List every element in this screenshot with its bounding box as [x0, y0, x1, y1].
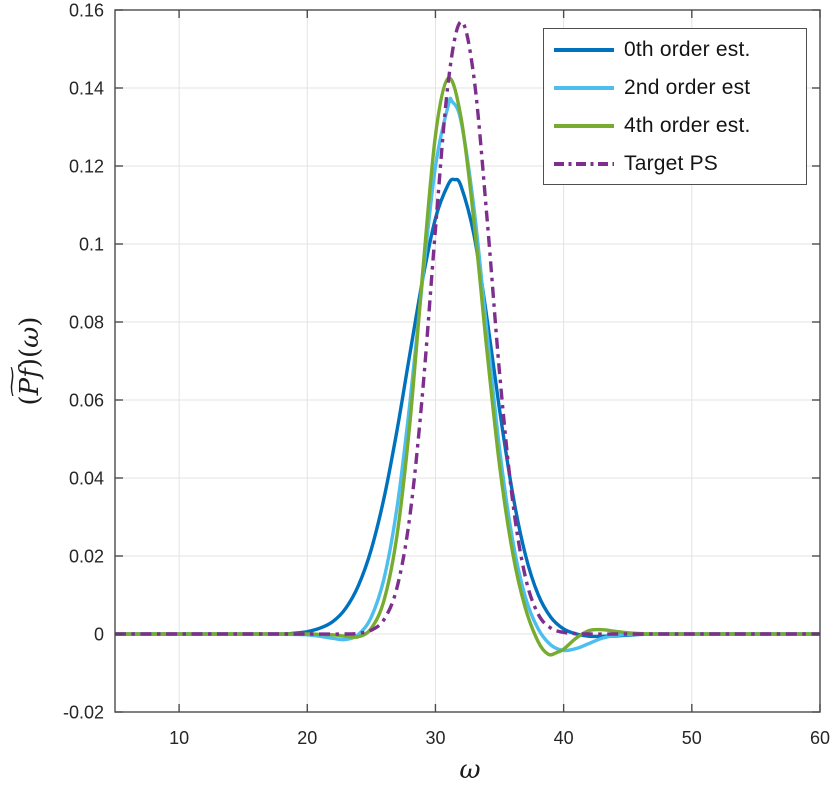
y-tick-label: 0.08 [69, 313, 104, 333]
legend: 0th order est. 2nd order est 4th order e… [543, 28, 807, 185]
x-tick-label: 20 [297, 728, 317, 748]
series-curve-2 [115, 76, 820, 657]
legend-line-sample [554, 86, 614, 90]
legend-line-sample [554, 48, 614, 52]
x-tick-label: 30 [425, 728, 445, 748]
y-tick-label: 0.12 [69, 157, 104, 177]
widetilde: ∼ [2, 362, 23, 402]
y-tick-label: 0.04 [69, 469, 104, 489]
legend-line-sample [554, 124, 614, 128]
x-tick-label: 10 [169, 728, 189, 748]
y-tick-label: 0.1 [79, 235, 104, 255]
y-tick-label: 0 [94, 625, 104, 645]
legend-label: Target PS [624, 152, 719, 175]
legend-item-target-ps: Target PS [544, 145, 806, 183]
y-axis-label: (∼ Pf)(ω) [3, 316, 46, 406]
y-tick-label: 0.14 [69, 79, 104, 99]
legend-item-4th-order: 4th order est. [544, 107, 806, 145]
y-label-end-paren: ) [15, 316, 45, 327]
y-label-pf: ∼ Pf [3, 362, 46, 401]
legend-label: 4th order est. [624, 114, 751, 137]
legend-label: 2nd order est [624, 76, 751, 99]
y-tick-label: -0.02 [63, 703, 104, 723]
x-tick-label: 60 [810, 728, 830, 748]
x-axis-label: ω [459, 755, 481, 785]
y-tick-label: 0.06 [69, 391, 104, 411]
series-curve-0 [115, 177, 820, 639]
legend-item-0th-order: 0th order est. [544, 31, 806, 69]
y-tick-label: 0.16 [69, 1, 104, 21]
y-tick-label: 0.02 [69, 547, 104, 567]
legend-line-sample [554, 162, 614, 166]
x-tick-label: 50 [682, 728, 702, 748]
y-label-omega: ω [15, 326, 45, 348]
legend-label: 0th order est. [624, 38, 751, 61]
legend-item-2nd-order: 2nd order est [544, 69, 806, 107]
axes-box [114, 9, 821, 713]
x-tick-label: 40 [554, 728, 574, 748]
